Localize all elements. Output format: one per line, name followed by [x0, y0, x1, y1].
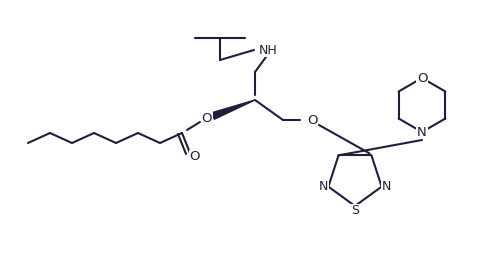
- Text: S: S: [351, 204, 359, 217]
- Text: O: O: [307, 114, 317, 126]
- Polygon shape: [212, 100, 255, 119]
- Text: N: N: [319, 180, 328, 193]
- Text: N: N: [382, 180, 391, 193]
- Text: NH: NH: [258, 43, 277, 56]
- Text: O: O: [202, 112, 212, 124]
- Text: N: N: [417, 125, 427, 138]
- Text: O: O: [190, 151, 200, 164]
- Text: O: O: [417, 71, 427, 85]
